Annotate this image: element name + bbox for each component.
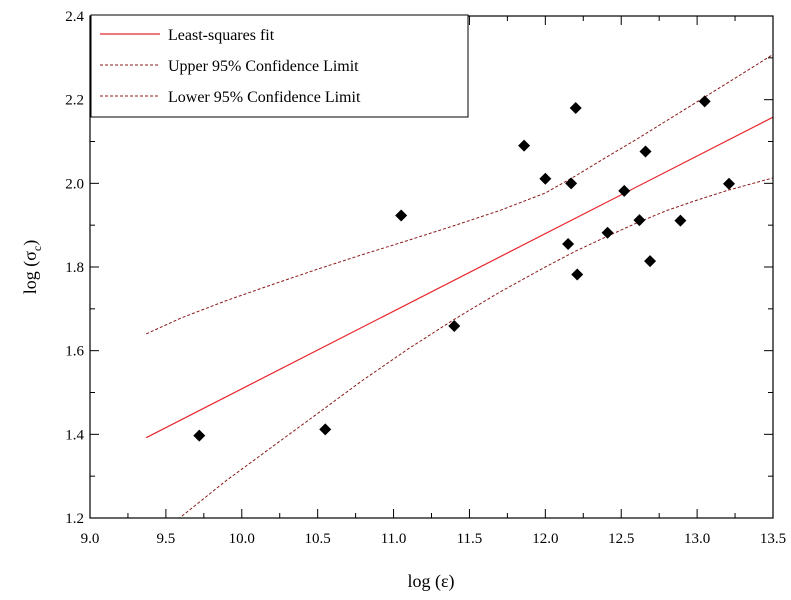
legend-box — [90, 14, 469, 118]
legend-label-lower: Lower 95% Confidence Limit — [168, 89, 361, 106]
data-point-16 — [698, 95, 711, 108]
data-point-8 — [569, 102, 582, 115]
data-point-4 — [518, 139, 531, 152]
data-point-17 — [722, 177, 735, 190]
y-axis-label-sub: c — [30, 246, 44, 251]
upper-confidence-curve — [145, 54, 773, 335]
legend: Least-squares fit Upper 95% Confidence L… — [90, 14, 469, 118]
data-point-1 — [319, 423, 332, 436]
least-squares-fit-line — [145, 116, 773, 439]
y-tick-label-0: 1.2 — [65, 511, 84, 527]
y-tick-label-6: 2.4 — [65, 9, 84, 25]
x-tick-label-4: 11.0 — [381, 531, 407, 547]
y-tick-label-5: 2.2 — [65, 93, 84, 109]
data-point-14 — [644, 255, 657, 268]
data-point-2 — [395, 209, 408, 222]
y-tick-label-1: 1.4 — [65, 427, 84, 443]
x-tick-label-6: 12.0 — [532, 531, 558, 547]
y-axis-label-main: log (σ — [20, 251, 41, 294]
data-point-6 — [562, 237, 575, 250]
legend-label-upper: Upper 95% Confidence Limit — [168, 58, 359, 75]
data-point-15 — [674, 214, 687, 227]
data-point-10 — [601, 226, 614, 239]
y-axis-label: log (σc) — [20, 240, 44, 295]
data-point-7 — [565, 177, 578, 190]
lower-confidence-curve — [178, 177, 773, 518]
data-point-13 — [639, 145, 652, 158]
x-tick-label-9: 13.5 — [760, 531, 786, 547]
x-tick-label-1: 9.5 — [157, 531, 176, 547]
data-point-3 — [448, 319, 461, 332]
data-point-12 — [633, 214, 646, 227]
data-point-0 — [193, 429, 206, 442]
data-point-11 — [618, 184, 631, 197]
x-tick-label-7: 12.5 — [608, 531, 634, 547]
y-tick-label-4: 2.0 — [65, 176, 84, 192]
x-tick-label-0: 9.0 — [81, 531, 100, 547]
data-point-9 — [571, 268, 584, 281]
chart-marks: 9.0 9.5 10.0 10.5 11.0 11.5 12.0 12.5 13.0 13.5 1.… — [65, 9, 786, 547]
x-tick-label-5: 11.5 — [457, 531, 483, 547]
y-tick-label-2: 1.6 — [65, 344, 84, 360]
x-tick-label-2: 10.0 — [229, 531, 255, 547]
x-axis-label: log (ε) — [407, 571, 454, 592]
x-tick-label-8: 13.0 — [684, 531, 710, 547]
data-point-5 — [539, 172, 552, 185]
x-tick-label-3: 10.5 — [305, 531, 331, 547]
legend-label-fit: Least-squares fit — [168, 27, 275, 44]
y-axis-label-close: ) — [20, 240, 41, 246]
y-tick-label-3: 1.8 — [65, 260, 84, 276]
